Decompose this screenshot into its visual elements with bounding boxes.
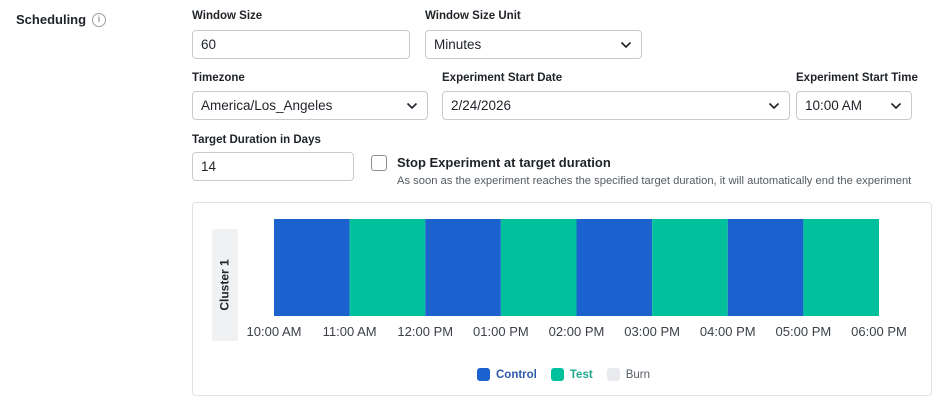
x-tick-label: 01:00 PM bbox=[473, 324, 529, 339]
window-size-input[interactable] bbox=[192, 30, 410, 59]
cluster-row-label: Cluster 1 bbox=[212, 229, 238, 341]
start-date-select[interactable]: 2/24/2026 bbox=[442, 91, 790, 120]
stop-experiment-label: Stop Experiment at target duration bbox=[397, 155, 611, 170]
x-tick-label: 06:00 PM bbox=[851, 324, 907, 339]
timezone-label: Timezone bbox=[192, 72, 245, 84]
x-tick-label: 10:00 AM bbox=[247, 324, 302, 339]
legend-item-control: Control bbox=[477, 368, 537, 381]
segment-control bbox=[576, 219, 653, 316]
segment-test bbox=[349, 219, 426, 316]
chevron-down-icon bbox=[619, 38, 633, 52]
section-header: Scheduling i bbox=[16, 12, 107, 27]
chart-legend: Control Test Burn bbox=[477, 368, 650, 381]
x-tick-label: 11:00 AM bbox=[323, 324, 377, 339]
legend-swatch-burn bbox=[606, 368, 620, 381]
legend-label-burn: Burn bbox=[625, 368, 650, 381]
target-duration-label: Target Duration in Days bbox=[192, 134, 321, 146]
start-date-value: 2/24/2026 bbox=[451, 98, 512, 113]
chevron-down-icon bbox=[405, 99, 419, 113]
segment-test bbox=[500, 219, 577, 316]
x-tick-label: 03:00 PM bbox=[624, 324, 680, 339]
legend-label-test: Test bbox=[569, 368, 593, 381]
x-tick-label: 04:00 PM bbox=[700, 324, 756, 339]
schedule-chart-svg: 10:00 AM 11:00 AM 12:00 PM 01:00 PM 02:00 PM… bbox=[247, 219, 907, 339]
timezone-select[interactable]: America/Los_Angeles bbox=[192, 91, 428, 120]
x-tick-label: 02:00 PM bbox=[549, 324, 605, 339]
window-size-label: Window Size bbox=[192, 10, 263, 22]
schedule-chart: Cluster 1 10:00 AM 11:00 AM 12:00 PM 01:00 … bbox=[192, 202, 932, 396]
section-title: Scheduling bbox=[16, 12, 87, 27]
chevron-down-icon bbox=[767, 99, 781, 113]
chevron-down-icon bbox=[889, 99, 903, 113]
window-size-unit-value: Minutes bbox=[434, 37, 482, 52]
legend-label-control: Control bbox=[496, 368, 537, 381]
legend-swatch-test bbox=[550, 368, 564, 381]
start-date-label: Experiment Start Date bbox=[442, 72, 563, 84]
segment-control bbox=[274, 219, 350, 316]
segment-test bbox=[803, 219, 879, 316]
target-duration-input[interactable] bbox=[192, 152, 354, 181]
legend-swatch-control bbox=[477, 368, 490, 381]
start-time-select[interactable]: 10:00 AM bbox=[796, 91, 912, 120]
stop-experiment-checkbox[interactable] bbox=[371, 155, 387, 171]
start-time-value: 10:00 AM bbox=[805, 98, 863, 113]
timezone-value: America/Los_Angeles bbox=[201, 98, 333, 113]
legend-item-burn: Burn bbox=[606, 368, 650, 381]
info-icon[interactable]: i bbox=[92, 12, 107, 27]
window-size-unit-label: Window Size Unit bbox=[425, 10, 521, 22]
segment-control bbox=[425, 219, 501, 316]
x-tick-label: 12:00 PM bbox=[397, 324, 453, 339]
legend-item-test: Test bbox=[550, 368, 593, 381]
segment-control bbox=[727, 219, 804, 316]
x-tick-label: 05:00 PM bbox=[776, 324, 832, 339]
stop-experiment-description: As soon as the experiment reaches the sp… bbox=[397, 175, 912, 187]
segment-test bbox=[652, 219, 728, 316]
window-size-unit-select[interactable]: Minutes bbox=[425, 30, 642, 59]
start-time-label: Experiment Start Time bbox=[796, 72, 918, 84]
